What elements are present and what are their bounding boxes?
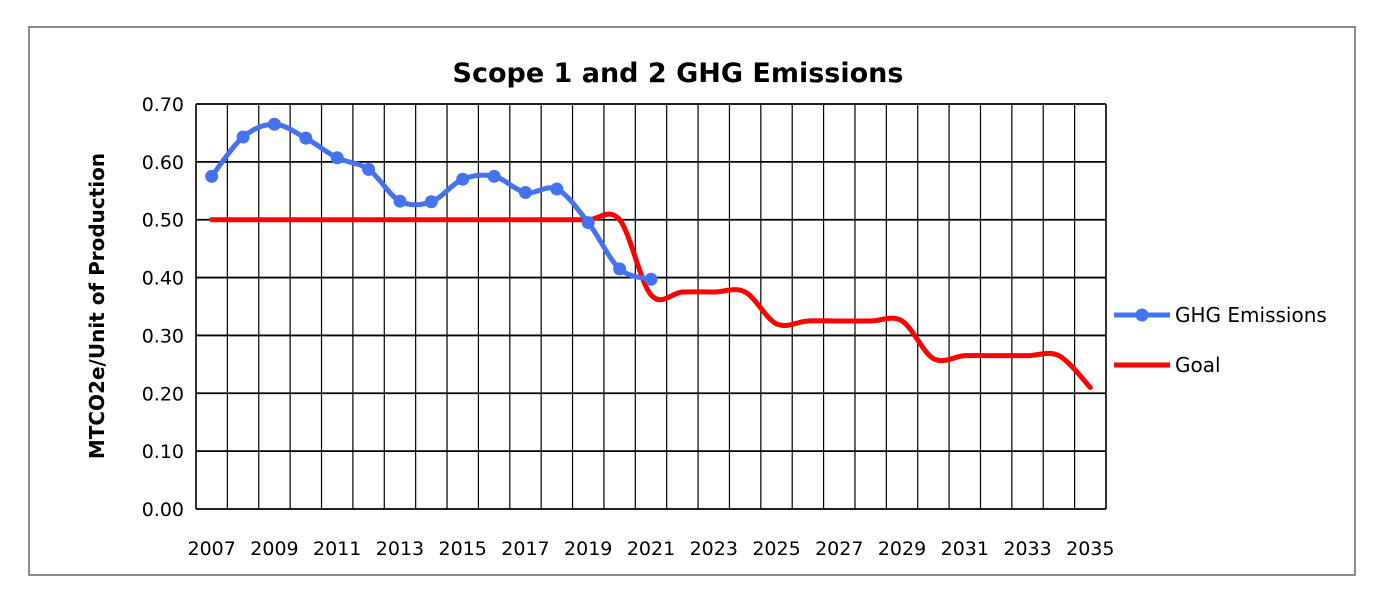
x-tick-label: 2011: [313, 538, 361, 560]
ghg-emissions-point: [613, 262, 627, 276]
x-axis-ticks: 2007 2009 2011 2013 2015 2017 2019 2021 2023 2025…: [188, 538, 1115, 560]
series-layer: [205, 117, 1093, 390]
ghg-emissions-point: [644, 272, 658, 286]
gridlines: [195, 103, 1107, 510]
y-tick-label: 0.70: [142, 94, 184, 116]
y-tick-label: 0.30: [142, 325, 184, 347]
ghg-emissions-point: [267, 117, 281, 131]
chart-frame: [28, 26, 1356, 576]
y-axis-ticks: 0.00 0.10 0.20 0.30 0.40 0.50 0.60 0.70: [142, 94, 184, 521]
x-tick-label: 2015: [439, 538, 487, 560]
goal-line: [209, 211, 1093, 390]
y-tick-label: 0.50: [142, 210, 184, 232]
ghg-emissions-point: [550, 182, 564, 196]
x-tick-label: 2027: [815, 538, 863, 560]
legend-label-goal: Goal: [1175, 353, 1221, 377]
x-tick-label: 2017: [501, 538, 549, 560]
ghg-emissions-point: [487, 169, 501, 183]
x-tick-label: 2019: [564, 538, 612, 560]
x-tick-label: 2035: [1066, 538, 1114, 560]
x-tick-label: 2023: [690, 538, 738, 560]
x-tick-label: 2021: [627, 538, 675, 560]
ghg-emissions-point: [456, 172, 470, 186]
x-tick-label: 2007: [188, 538, 236, 560]
legend: GHG Emissions Goal: [1114, 303, 1327, 377]
ghg-emissions-point: [205, 169, 219, 183]
y-tick-label: 0.60: [142, 152, 184, 174]
x-tick-label: 2029: [878, 538, 926, 560]
ghg-emissions-point: [299, 131, 313, 145]
x-tick-label: 2033: [1003, 538, 1051, 560]
x-tick-label: 2009: [250, 538, 298, 560]
chart-title: Scope 1 and 2 GHG Emissions: [453, 58, 904, 89]
ghg-emissions-point: [424, 195, 438, 209]
y-tick-label: 0.20: [142, 383, 184, 405]
ghg-emissions-point: [236, 130, 250, 144]
y-tick-label: 0.40: [142, 268, 184, 290]
ghg-emissions-point: [393, 194, 407, 208]
ghg-emissions-point: [581, 216, 595, 230]
legend-marker-ghg-emissions: [1135, 308, 1149, 322]
y-tick-label: 0.00: [142, 499, 184, 521]
ghg-emissions-point: [330, 151, 344, 165]
y-axis-label: MTCO2e/Unit of Production: [85, 153, 109, 459]
ghg-emissions-point: [362, 162, 376, 176]
legend-label-ghg-emissions: GHG Emissions: [1175, 303, 1327, 327]
ghg-emissions-point: [518, 186, 532, 200]
x-tick-label: 2025: [752, 538, 800, 560]
x-tick-label: 2013: [376, 538, 424, 560]
x-tick-label: 2031: [941, 538, 989, 560]
y-tick-label: 0.10: [142, 441, 184, 463]
